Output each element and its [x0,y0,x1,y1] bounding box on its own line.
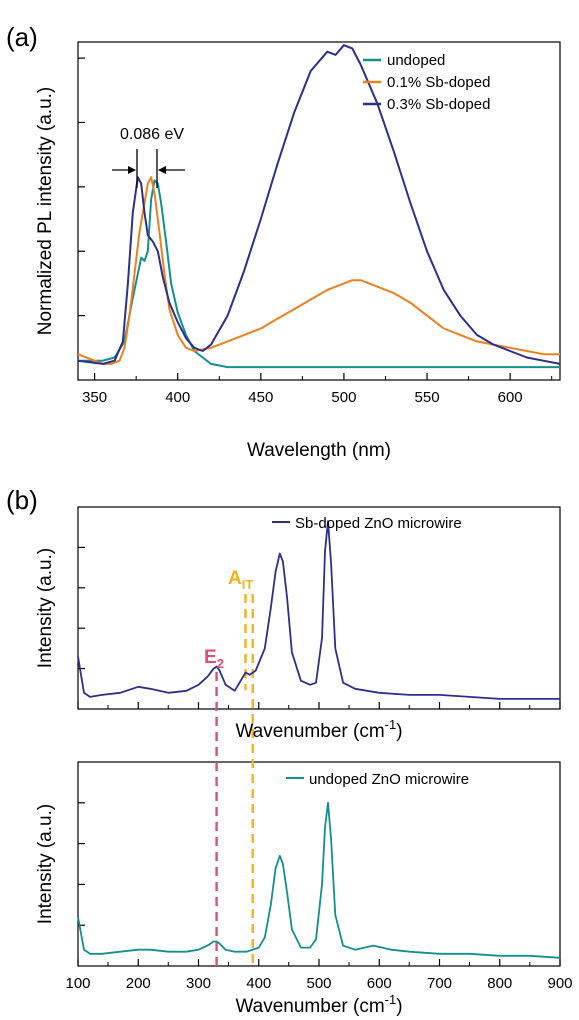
panel-b-ticks: 100 200 300 400 500 600 700 800 900 [65,546,573,992]
panel-a: (a) 350 400 450 500 550 600 0.086 eV undoped 0… [6,22,561,461]
b-xtick-label-900: 900 [547,975,572,992]
legend-label-sb: Sb-doped ZnO microwire [295,515,462,532]
panel-a-label: (a) [6,22,38,52]
bottom-xlabel-main: Wavenumber (cm [235,996,384,1017]
energy-gap-annotation: 0.086 eV [112,126,185,188]
panel-b-top-legend: Sb-doped ZnO microwire [272,515,462,532]
top-xlabel-tail: ) [396,721,402,742]
a-xtick-label-600: 600 [498,389,523,406]
top-xlabel-main: Wavenumber (cm [235,721,384,742]
b-series-line-0 [77,520,560,700]
panel-b-bottom-frame [77,761,561,967]
b-xtick-label-100: 100 [65,975,90,992]
b-xtick-label-800: 800 [487,975,512,992]
ait-sub: IT [242,577,254,592]
panel-a-ticks: 350 400 450 500 550 600 [78,57,553,406]
a-series-line-0 [78,179,560,369]
panel-a-x-axis-label: Wavelength (nm) [247,440,391,461]
panel-b-bottom-x-axis-label: Wavenumber (cm-1) [235,992,402,1017]
top-xlabel-sup: -1 [385,717,397,732]
b-xtick-label-700: 700 [427,975,452,992]
panel-a-legend: undoped 0.1% Sb-doped 0.3% Sb-doped [363,52,490,113]
panel-b-top-frame [77,506,561,710]
a-series-line-1 [77,176,560,365]
ait-mode-label: AIT [228,568,253,592]
a-xtick-label-550: 550 [415,389,440,406]
panel-b-top-x-axis-label: Wavenumber (cm-1) [235,717,402,742]
panel-b-bottom-legend: undoped ZnO microwire [286,771,469,788]
e2-main: E [204,647,217,668]
a-legend-label-2: 0.3% Sb-doped [387,96,490,113]
e2-sub: 2 [217,656,224,671]
panel-b-series [77,520,561,959]
a-xtick-label-450: 450 [248,389,273,406]
a-xtick-label-500: 500 [331,389,356,406]
ait-main: A [228,568,242,589]
b-series-line-1 [77,801,561,959]
b-xtick-label-200: 200 [126,975,151,992]
b-xtick-label-400: 400 [246,975,271,992]
panel-a-series [77,44,561,369]
a-xtick-label-400: 400 [165,389,190,406]
mode-marker-lines [215,594,254,966]
panel-b-label: (b) [6,485,38,515]
bottom-xlabel-sup: -1 [385,992,397,1007]
a-legend-label-0: undoped [387,52,445,69]
bottom-xlabel-tail: ) [396,996,402,1017]
panel-b: (b) 100 200 300 400 500 600 700 800 900 E2 AIT S… [6,485,573,1017]
panel-b-bottom-y-axis-label: Intensity (a.u.) [35,804,56,924]
e2-mode-label: E2 [204,647,224,671]
a-legend-label-1: 0.1% Sb-doped [387,74,490,91]
panel-b-top-y-axis-label: Intensity (a.u.) [35,548,56,668]
b-xtick-label-300: 300 [186,975,211,992]
legend-label-undoped: undoped ZnO microwire [309,771,469,788]
b-xtick-label-600: 600 [367,975,392,992]
a-series-line-2 [77,44,561,365]
b-xtick-label-500: 500 [306,975,331,992]
a-xtick-label-350: 350 [82,389,107,406]
panel-a-y-axis-label: Normalized PL intensity (a.u.) [35,87,56,336]
gap-label: 0.086 eV [120,126,184,143]
panel-a-frame [77,41,561,381]
